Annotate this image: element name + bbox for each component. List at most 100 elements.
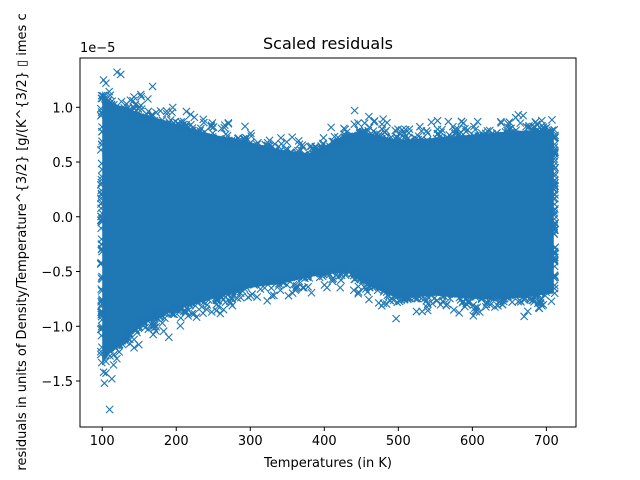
scatter-point xyxy=(547,297,556,306)
scatter-point xyxy=(335,271,344,280)
scatter-point xyxy=(472,290,481,299)
scatter-point-outlier xyxy=(350,106,359,115)
scatter-point xyxy=(217,124,226,133)
scatter-point-outlier xyxy=(113,68,122,77)
scatter-point xyxy=(463,298,472,306)
scatter-point xyxy=(253,292,262,301)
scatter-point xyxy=(112,354,121,363)
scatter-point xyxy=(219,305,228,314)
scatter-point xyxy=(305,273,314,282)
scatter-point xyxy=(430,294,439,303)
scatter-point xyxy=(274,281,283,290)
scatter-point xyxy=(156,107,165,116)
scatter-point xyxy=(158,318,167,327)
scatter-point xyxy=(96,325,105,334)
scatter-point xyxy=(97,189,106,198)
scatter-point xyxy=(449,289,458,298)
scatter-point xyxy=(359,275,368,284)
scatter-point xyxy=(304,282,313,291)
scatter-point xyxy=(97,204,106,213)
scatter-point xyxy=(192,126,201,135)
scatter-point xyxy=(285,148,294,157)
scatter-point xyxy=(192,313,201,322)
scatter-point xyxy=(531,118,540,127)
scatter-point xyxy=(186,110,195,119)
scatter-point xyxy=(97,214,106,223)
scatter-point xyxy=(139,318,148,327)
scatter-point xyxy=(140,114,149,123)
scatter-point xyxy=(219,295,228,304)
scatter-point xyxy=(199,118,208,127)
scatter-point xyxy=(346,266,355,275)
scatter-point xyxy=(203,300,212,309)
scatter-point xyxy=(293,271,302,280)
scatter-point xyxy=(514,110,523,119)
scatter-point xyxy=(310,144,319,153)
scatter-point xyxy=(307,288,316,297)
scatter-point xyxy=(459,118,468,127)
scatter-point xyxy=(360,283,369,292)
y-offset-text: 1e−5 xyxy=(80,41,115,56)
scatter-point xyxy=(379,299,388,308)
scatter-point xyxy=(134,324,143,333)
scatter-point xyxy=(260,277,269,286)
scatter-point xyxy=(550,222,559,231)
scatter-point xyxy=(376,283,385,292)
scatter-point xyxy=(512,126,521,135)
scatter-point xyxy=(97,307,106,316)
scatter-point xyxy=(341,125,350,134)
scatter-point xyxy=(149,322,158,331)
scatter-point xyxy=(464,298,473,307)
scatter-point xyxy=(395,297,404,306)
scatter-point xyxy=(216,309,225,318)
scatter-point xyxy=(550,157,559,166)
scatter-point xyxy=(476,132,485,141)
scatter-point xyxy=(157,310,166,319)
scatter-point xyxy=(225,137,234,146)
scatter-point xyxy=(248,290,257,299)
scatter-point xyxy=(241,122,249,131)
scatter-point xyxy=(550,271,559,280)
chart-title: Scaled residuals xyxy=(263,34,393,53)
scatter-point xyxy=(364,295,373,304)
scatter-point xyxy=(251,280,260,289)
x-axis: 100 200 300 400 500 600 700 xyxy=(90,427,559,449)
scatter-point xyxy=(550,176,559,185)
scatter-point-outlier xyxy=(392,314,401,323)
scatter-point xyxy=(279,278,288,287)
scatter-point xyxy=(317,142,326,151)
scatter-point xyxy=(523,307,532,316)
scatter-point xyxy=(99,368,108,377)
scatter-point xyxy=(318,272,327,281)
scatter-point xyxy=(438,292,447,301)
scatter-point xyxy=(354,288,363,297)
scatter-point xyxy=(325,270,334,279)
scatter-point xyxy=(207,307,216,316)
scatter-point xyxy=(162,107,171,116)
scatter-point xyxy=(132,111,141,120)
scatter-point xyxy=(97,109,106,118)
x-tick-label: 400 xyxy=(312,434,337,449)
scatter-point xyxy=(98,247,107,256)
scatter-point xyxy=(142,110,151,119)
x-tick-label: 300 xyxy=(238,434,263,449)
scatter-point xyxy=(176,321,185,330)
y-tick-label: −1.5 xyxy=(41,375,73,390)
scatter-point xyxy=(97,331,106,340)
scatter-point xyxy=(427,118,436,127)
y-tick-label: 1.0 xyxy=(52,101,73,116)
scatter-point xyxy=(271,146,280,155)
scatter-point xyxy=(481,302,490,311)
scatter-point xyxy=(212,293,221,302)
scatter-point xyxy=(354,289,363,298)
scatter-point xyxy=(139,316,148,325)
scatter-point-outlier xyxy=(101,79,110,88)
scatter-point xyxy=(503,129,512,138)
scatter-point xyxy=(263,296,272,305)
axes-frame xyxy=(79,57,577,428)
scatter-point xyxy=(197,130,206,139)
scatter-point xyxy=(124,103,133,112)
scatter-point xyxy=(199,298,208,307)
scatter-point xyxy=(240,138,249,147)
scatter-point xyxy=(328,277,337,286)
